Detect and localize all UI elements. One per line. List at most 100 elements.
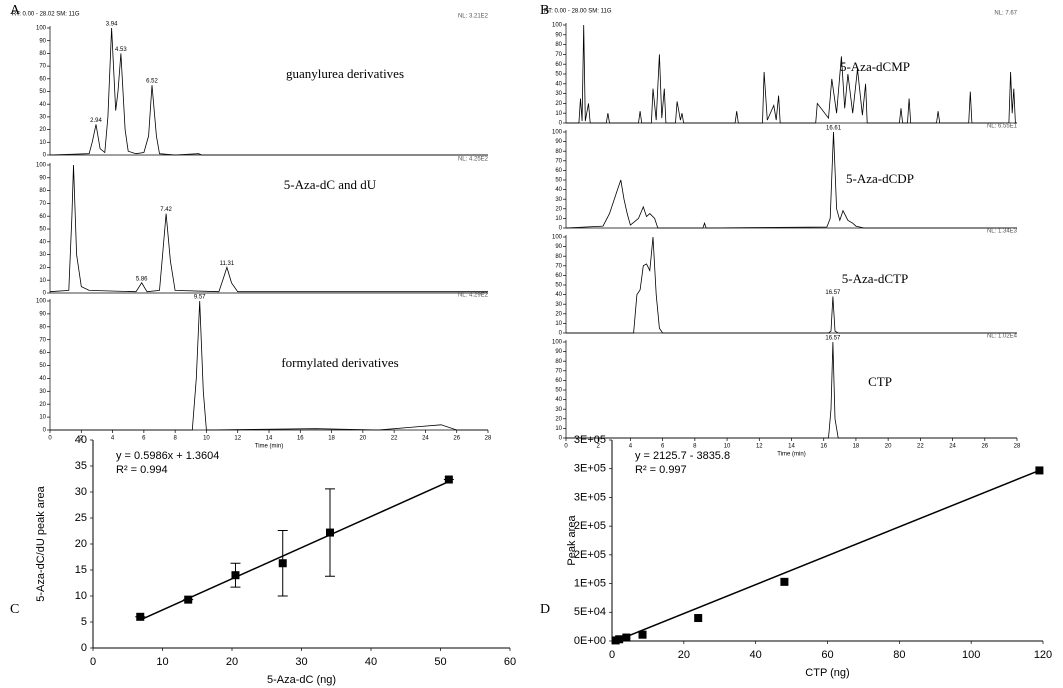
- x-tick-label: 30: [295, 656, 307, 668]
- y-tick-label: 40: [555, 397, 562, 403]
- y-tick-label: 70: [39, 337, 46, 343]
- x-axis-label: 5-Aza-dC (ng): [267, 674, 336, 686]
- y-tick-label: 0E+00: [574, 635, 606, 647]
- y-tick-label: 60: [39, 350, 46, 356]
- y-tick-label: 0: [559, 331, 563, 337]
- y-tick-label: 70: [555, 52, 562, 58]
- y-tick-label: 3E+05: [574, 434, 606, 446]
- x-tick-label: 2: [80, 436, 84, 442]
- x-tick-label: 10: [203, 436, 210, 442]
- nl-label: NL: 7.67: [994, 11, 1017, 17]
- x-tick-label: 14: [788, 444, 795, 450]
- x-tick-label: 40: [365, 656, 377, 668]
- nl-label: NL: 6.55E1: [987, 124, 1018, 130]
- x-tick-label: 120: [1034, 649, 1052, 661]
- y-tick-label: 35: [75, 460, 87, 472]
- y-tick-label: 50: [555, 72, 562, 78]
- header: RT: 0.00 - 28.00 SM: 11G: [544, 9, 612, 15]
- peak-label: 6.52: [146, 79, 158, 85]
- x-tick-label: 16: [297, 436, 304, 442]
- y-tick-label: 90: [555, 244, 562, 250]
- y-tick-label: 100: [552, 235, 563, 241]
- y-tick-label: 100: [552, 130, 563, 136]
- y-tick-label: 50: [39, 89, 46, 95]
- nl-label: NL: 3.21E2: [458, 14, 489, 20]
- trace: [566, 236, 1017, 334]
- y-tick-label: 40: [555, 187, 562, 193]
- y-tick-label: 70: [555, 368, 562, 374]
- y-tick-label: 40: [39, 102, 46, 108]
- panel-label: C: [10, 602, 19, 617]
- y-tick-label: 0: [559, 121, 563, 127]
- y-tick-label: 20: [39, 402, 46, 408]
- annotation: CTP: [868, 374, 892, 389]
- equation: y = 0.5986x + 1.3604: [116, 450, 219, 462]
- y-tick-label: 50: [555, 388, 562, 394]
- y-tick-label: 10: [555, 216, 562, 222]
- point: [184, 595, 193, 604]
- y-tick-label: 20: [75, 538, 87, 550]
- x-tick-label: 40: [750, 649, 762, 661]
- y-tick-label: 80: [555, 149, 562, 155]
- y-tick-label: 80: [555, 254, 562, 260]
- point: [622, 633, 631, 642]
- y-tick-label: 10: [555, 111, 562, 117]
- peak-label: 5.86: [136, 276, 148, 282]
- y-tick-label: 70: [39, 64, 46, 70]
- x-tick-label: 20: [360, 436, 367, 442]
- y-tick-label: 20: [39, 127, 46, 133]
- point: [1035, 466, 1044, 475]
- trace: [566, 341, 1017, 439]
- x-tick-label: 22: [391, 436, 398, 442]
- y-tick-label: 30: [39, 389, 46, 395]
- x-tick-label: 24: [422, 436, 429, 442]
- x-tick-label: 20: [885, 444, 892, 450]
- y-tick-label: 70: [39, 201, 46, 207]
- y-tick-label: 0: [43, 291, 47, 297]
- y-tick-label: 60: [555, 62, 562, 68]
- point: [615, 635, 624, 644]
- y-tick-label: 10: [75, 590, 87, 602]
- y-tick-label: 0: [43, 428, 47, 434]
- y-tick-label: 50: [39, 363, 46, 369]
- panel-label: A: [10, 3, 21, 18]
- y-tick-label: 30: [75, 486, 87, 498]
- x-tick-label: 4: [629, 444, 633, 450]
- y-axis-label: Peak area: [566, 515, 578, 566]
- y-tick-label: 80: [555, 359, 562, 365]
- x-tick-label: 24: [949, 444, 956, 450]
- y-tick-label: 50: [39, 227, 46, 233]
- y-tick-label: 90: [555, 32, 562, 38]
- y-tick-label: 70: [555, 263, 562, 269]
- x-tick-label: 10: [156, 656, 168, 668]
- panel-label: B: [540, 3, 549, 18]
- y-tick-label: 60: [555, 378, 562, 384]
- x-tick-label: 4: [111, 436, 115, 442]
- y-tick-label: 30: [555, 197, 562, 203]
- y-tick-label: 100: [552, 340, 563, 346]
- x-tick-label: 80: [893, 649, 905, 661]
- trace: [50, 300, 488, 431]
- y-tick-label: 40: [75, 434, 87, 446]
- y-tick-label: 70: [555, 158, 562, 164]
- y-tick-label: 1E+05: [574, 577, 606, 589]
- x-tick-label: 6: [142, 436, 146, 442]
- point: [694, 614, 703, 623]
- x-tick-label: 22: [917, 444, 924, 450]
- y-tick-label: 60: [39, 214, 46, 220]
- equation: y = 2125.7 - 3835.8: [635, 450, 730, 462]
- peak-label: 11.31: [220, 261, 235, 267]
- y-tick-label: 30: [555, 407, 562, 413]
- y-tick-label: 2E+05: [574, 520, 606, 532]
- nl-label: NL: 1.02E4: [987, 334, 1018, 340]
- x-tick-label: 12: [234, 436, 241, 442]
- y-tick-label: 90: [555, 139, 562, 145]
- y-tick-label: 60: [39, 76, 46, 82]
- x-tick-label: 8: [173, 436, 177, 442]
- point: [780, 577, 789, 586]
- x-tick-label: 18: [853, 444, 860, 450]
- x-tick-label: 100: [962, 649, 980, 661]
- x-axis-label: CTP (ng): [805, 667, 849, 679]
- y-tick-label: 30: [555, 91, 562, 97]
